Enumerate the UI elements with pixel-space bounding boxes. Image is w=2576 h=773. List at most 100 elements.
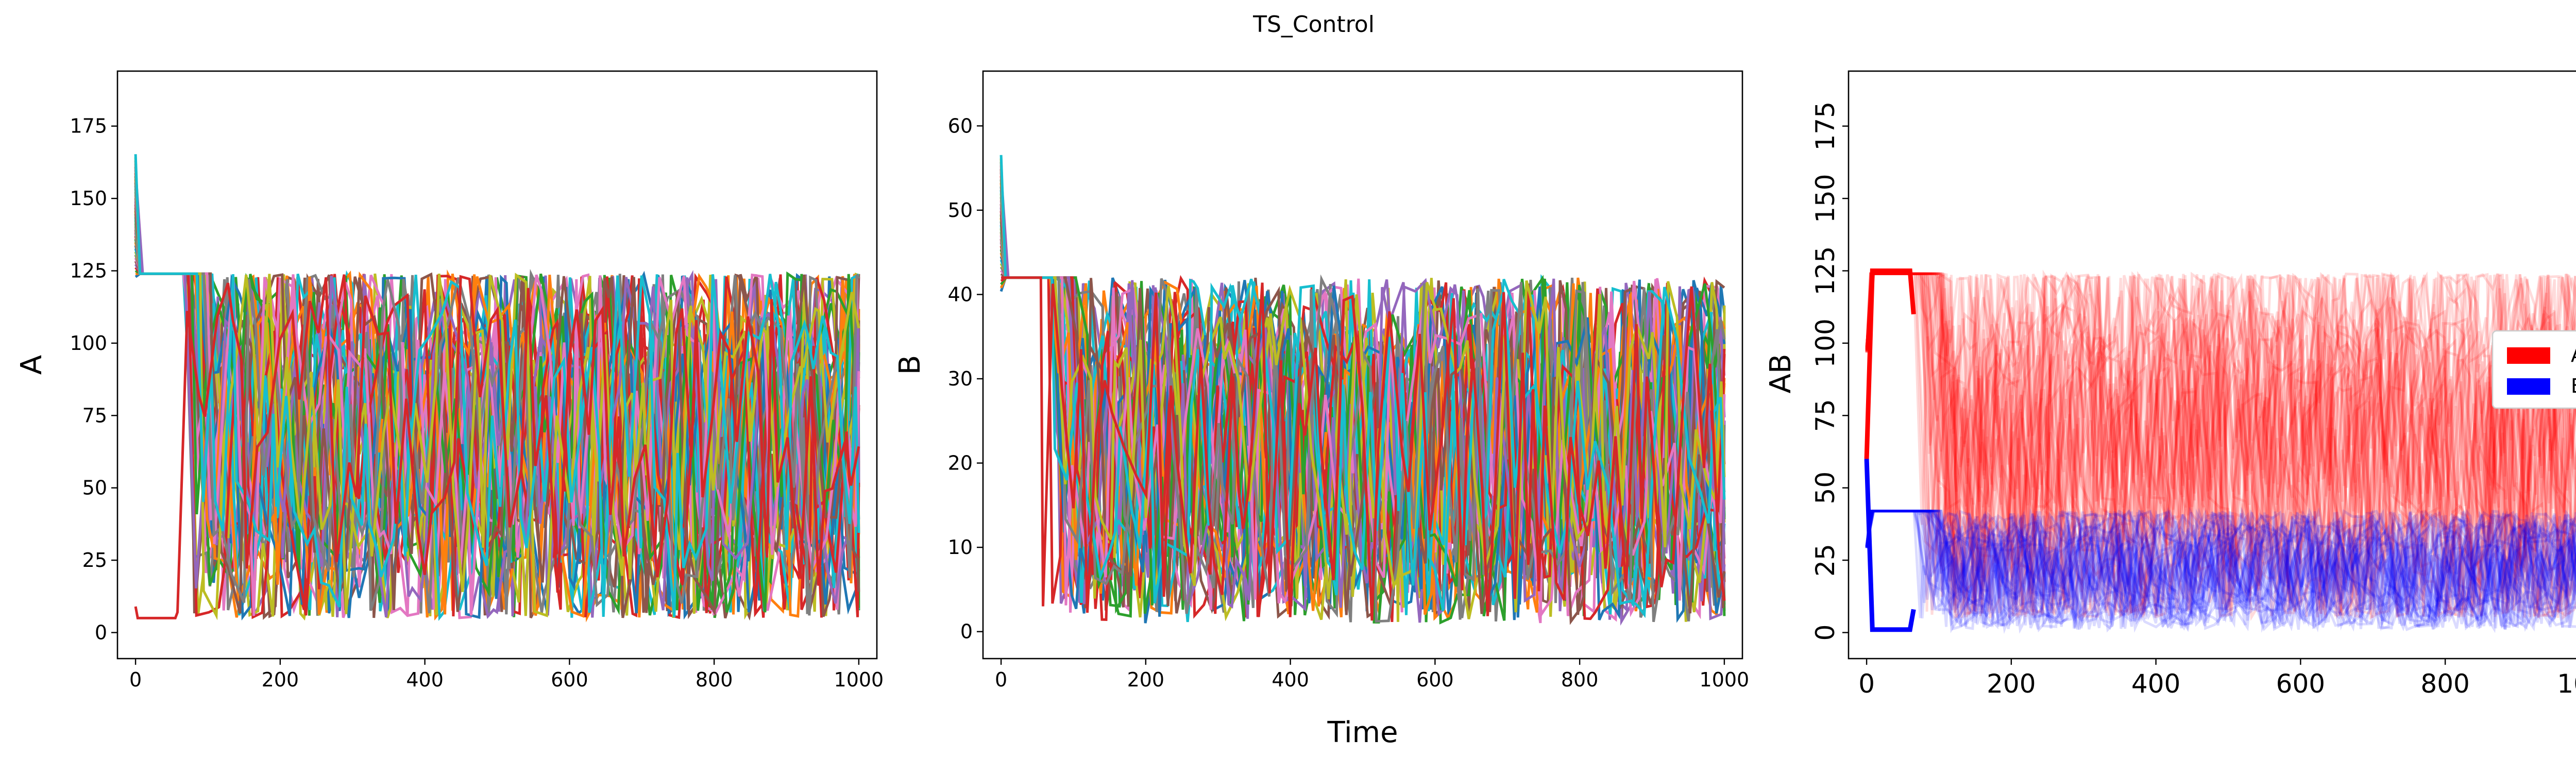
panel-b-xticks: 0 200 400 600 800 1000	[995, 659, 1749, 691]
panel-a-xtick-label: 1000	[834, 668, 884, 691]
panel-ab-B-line	[1865, 509, 2576, 633]
panel-b-ytick-label: 10	[948, 536, 973, 559]
panel-ab-B-line	[1865, 510, 2576, 633]
legend: A B	[2492, 330, 2576, 409]
panel-ab-B-line	[1865, 508, 2576, 629]
panel-ab-A-line	[1865, 272, 2576, 617]
panel-ab-B-line	[1865, 510, 2576, 627]
panel-ab-B-line	[1865, 509, 2576, 628]
panel-ab-B-line	[1865, 509, 2576, 628]
panel-ab-B-line	[1865, 510, 2576, 630]
panel-a-ytick-label: 0	[95, 621, 107, 644]
panel-ab-A-line	[1865, 272, 2576, 617]
panel-ab-A-line	[1865, 272, 2576, 616]
panel-b-xtick-label: 800	[1561, 668, 1599, 691]
panel-b-ytick-label: 40	[948, 283, 973, 306]
panel-ab-B-line	[1865, 509, 2576, 629]
panel-ab-A-line	[1865, 272, 2576, 618]
panel-b-xtick-label: 600	[1416, 668, 1454, 691]
panel-ab-B-line	[1865, 509, 2576, 634]
panel-ab-ytick-label: 150	[1810, 174, 1840, 223]
panel-ab-B-line	[1865, 510, 2576, 629]
panel-ab-B-line	[1865, 510, 2576, 634]
panel-b-xtick-label: 400	[1272, 668, 1309, 691]
panel-b-xlabel: Time	[1327, 716, 1398, 749]
panel-ab-B-line	[1865, 509, 2576, 631]
legend-box	[2492, 330, 2576, 409]
panel-ab-A-line	[1865, 272, 2576, 619]
panel-ab-A-line	[1865, 272, 2576, 617]
panel-a-xtick-label: 200	[262, 668, 299, 691]
panel-ab-B-line	[1865, 509, 2576, 629]
panel-b-frame	[982, 70, 1743, 660]
panel-b-ytick-label: 30	[948, 367, 973, 390]
panel-ab-B-line	[1865, 510, 2576, 633]
panel-ab-B-line	[1865, 507, 2576, 626]
panel-b-ytick-label: 50	[948, 199, 973, 222]
panel-ab-A-line	[1865, 272, 2576, 618]
panel-ab-ylabel: AB	[1764, 354, 1798, 394]
panel-ab-B-line	[1865, 510, 2576, 633]
panel-ab-A-line	[1865, 272, 2576, 616]
panel-a-xtick-label: 400	[406, 668, 444, 691]
panel-b-highlight-line	[1001, 276, 1726, 621]
panel-ab-xtick-label: 400	[2131, 669, 2180, 699]
panel-a-yticks: 0 25 50 75 100 125 150 175	[70, 115, 117, 644]
panel-ab-A-line	[1865, 272, 2576, 619]
panel-ab-B-line	[1865, 507, 2576, 629]
panel-ab-B-line	[1865, 510, 2576, 628]
panel-ab-A-line	[1865, 272, 2576, 617]
panel-ab-A-line	[1865, 272, 2576, 619]
panel-ab-A-line	[1865, 272, 2576, 620]
panel-ab-B-line	[1865, 510, 2576, 632]
panel-ab-ytick-label: 175	[1810, 102, 1840, 150]
panel-ab-ytick-label: 50	[1810, 472, 1840, 505]
panel-ab-B-line	[1865, 507, 2576, 630]
panel-ab-B-line	[1865, 510, 2576, 626]
panel-ab-A-line	[1865, 271, 2576, 616]
panel-ab-B-line	[1865, 510, 2576, 629]
panel-a-frame	[116, 70, 878, 660]
panel-ab-xtick-label: 0	[1858, 669, 1875, 699]
legend-label-b: B	[2571, 375, 2576, 397]
panel-a-series-line	[134, 163, 860, 616]
panel-ab-A-line	[1865, 271, 2576, 618]
panel-ab-B-line	[1865, 509, 2576, 632]
panel-b-xtick-label: 0	[995, 668, 1007, 691]
panel-a-ytick-label: 75	[82, 404, 107, 427]
panel-ab-A-line	[1865, 272, 2576, 617]
panel-b-ytick-label: 0	[960, 620, 973, 643]
panel-ab-B-line	[1865, 510, 2576, 633]
panel-ab-B-line	[1865, 510, 2576, 630]
panel-ab-A-line	[1865, 272, 2576, 617]
panel-ab-A-line	[1865, 272, 2576, 619]
panel-ab-A-line	[1865, 272, 2576, 618]
panel-ab-B-line	[1865, 510, 2576, 632]
panel-a-xtick-label: 600	[551, 668, 588, 691]
panel-b-series-line	[999, 155, 1726, 618]
panel-ab-ytick-label: 25	[1810, 544, 1840, 577]
panel-ab-A-line	[1865, 272, 2576, 618]
panel-a-ytick-label: 100	[70, 332, 107, 355]
legend-swatch-a	[2507, 347, 2550, 364]
panel-ab-B-line	[1865, 509, 2576, 630]
panel-ab-B-line	[1865, 509, 2576, 632]
panel-ab-A-line	[1865, 272, 2576, 619]
panel-ab-B-line	[1865, 510, 2576, 630]
panel-ab-B-line	[1865, 510, 2576, 632]
panel-b-lines	[999, 155, 1726, 626]
panel-a-xtick-label: 800	[696, 668, 733, 691]
panel-a-ytick-label: 175	[70, 115, 107, 138]
panel-ab-xtick-label: 1000	[2557, 669, 2576, 699]
panel-ab-B-line	[1865, 509, 2576, 628]
panel-ab-B-line	[1865, 507, 2576, 628]
panel-ab-xtick-label: 600	[2276, 669, 2325, 699]
panel-ab-A-line	[1865, 272, 2576, 616]
panel-ab-A-line	[1865, 272, 2576, 618]
panel-ab-A-line	[1865, 272, 2576, 618]
panel-a-ytick-label: 125	[70, 259, 107, 282]
panel-ab-A-line	[1865, 272, 2576, 618]
panel-ab-yticks: 0 25 50 75 100 125 150 175	[1810, 102, 1849, 641]
panel-ab-A-line	[1865, 272, 2576, 616]
